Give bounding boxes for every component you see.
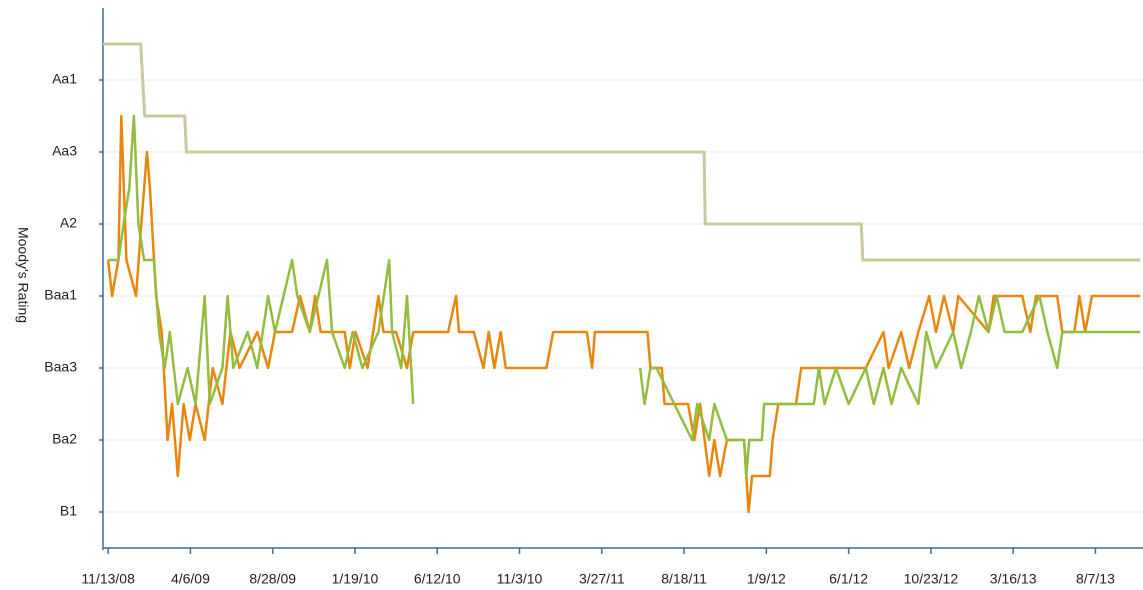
x-tick-label: 4/6/09: [171, 571, 210, 587]
y-tick-label: Aa1: [52, 71, 77, 87]
y-tick-label: Aa3: [52, 143, 77, 159]
x-tick-label: 11/3/10: [497, 571, 543, 587]
x-tick-label: 1/19/10: [332, 571, 379, 587]
series-line: [106, 114, 1140, 514]
x-tick-label: 3/16/13: [990, 571, 1037, 587]
y-tick-label: Baa3: [44, 359, 77, 375]
y-tick-label: Baa1: [44, 287, 77, 303]
x-tick-label: 8/28/09: [249, 571, 296, 587]
x-tick-label: 1/9/12: [747, 571, 786, 587]
y-tick-label: Ba2: [52, 431, 77, 447]
y-tick-label: A2: [60, 215, 77, 231]
x-tick-label: 8/7/13: [1076, 571, 1115, 587]
series-line: [108, 114, 1140, 478]
x-tick-label: 8/18/11: [661, 571, 707, 587]
x-tick-label: 3/27/11: [579, 571, 625, 587]
x-tick-label: 11/13/08: [81, 571, 135, 587]
series-line: [103, 42, 1140, 262]
y-axis-label: Moody's Rating: [15, 227, 31, 323]
y-tick-label: B1: [60, 503, 77, 519]
x-tick-label: 6/12/10: [414, 571, 461, 587]
x-tick-label: 10/23/12: [904, 571, 959, 587]
x-tick-label: 6/1/12: [829, 571, 868, 587]
